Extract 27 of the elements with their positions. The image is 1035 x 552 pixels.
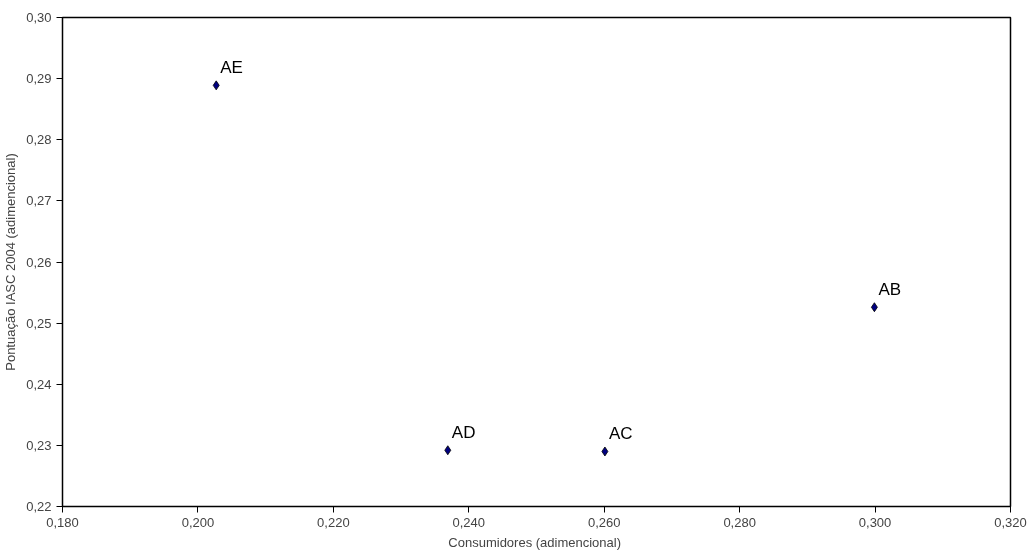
point [870, 302, 878, 313]
y-tick-label: 0,29 [26, 71, 52, 87]
y-tick-label: 0,27 [26, 193, 52, 209]
annotation: AD [451, 423, 476, 443]
y-tick-label: 0,24 [26, 376, 52, 392]
y-axis-title: Pontuação IASC 2004 (adimencional) [3, 153, 19, 371]
x-axis-title: Consumidores (adimencional) [448, 534, 622, 550]
y-tick-label: 0,23 [26, 437, 52, 453]
y-tick-label: 0,28 [26, 132, 52, 148]
annotation: AC [608, 424, 633, 444]
annotation: AB [878, 280, 902, 300]
x-tick-label: 0,260 [587, 514, 621, 530]
point [212, 80, 220, 91]
x-tick-label: 0,220 [317, 514, 350, 530]
annotation: AE [220, 58, 243, 78]
x-tick-label: 0,240 [452, 514, 486, 530]
x-tick-label: 0,200 [181, 514, 215, 530]
x-tick-label: 0,300 [858, 514, 892, 530]
y-tick-label: 0,22 [26, 499, 52, 514]
point [444, 445, 452, 456]
x-tick-label: 0,180 [46, 514, 79, 530]
point [601, 446, 609, 457]
x-tick-label: 0,320 [994, 514, 1027, 530]
y-tick-label: 0,26 [26, 254, 52, 270]
x-tick-label: 0,280 [723, 514, 756, 530]
y-tick-label: 0,25 [26, 315, 52, 331]
y-tick-label: 0,30 [26, 10, 52, 25]
